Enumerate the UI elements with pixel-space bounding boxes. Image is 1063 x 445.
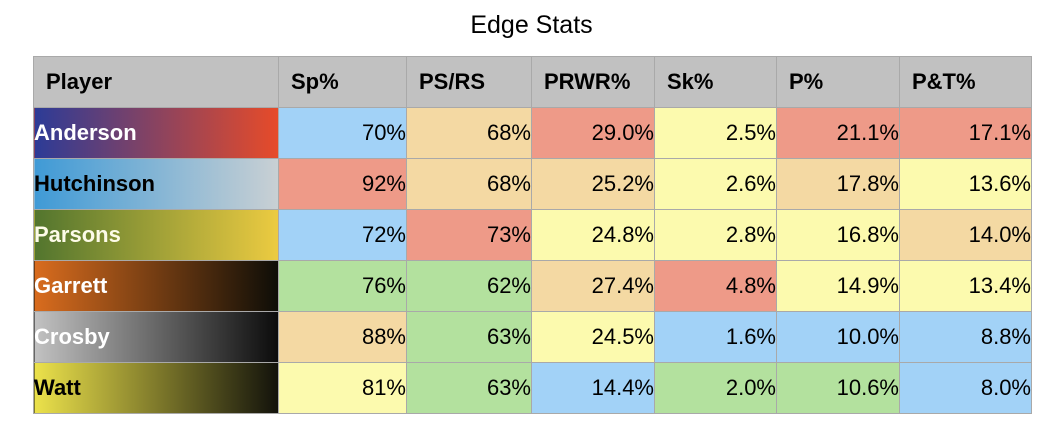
- col-header-sp: Sp%: [278, 56, 407, 108]
- stat-cell: 29.0%: [531, 107, 655, 159]
- stat-cell: 16.8%: [776, 209, 900, 261]
- stat-cell: 27.4%: [531, 260, 655, 312]
- stat-cell: 8.0%: [899, 362, 1032, 414]
- stat-cell: 2.6%: [654, 158, 777, 210]
- stat-cell: 88%: [278, 311, 407, 363]
- stat-cell: 68%: [406, 158, 532, 210]
- stat-cell: 92%: [278, 158, 407, 210]
- col-header-psrs: PS/RS: [406, 56, 532, 108]
- col-header-sk: Sk%: [654, 56, 777, 108]
- stat-cell: 10.6%: [776, 362, 900, 414]
- stat-cell: 17.8%: [776, 158, 900, 210]
- stat-cell: 21.1%: [776, 107, 900, 159]
- table-row: Watt 81% 63% 14.4% 2.0% 10.6% 8.0%: [33, 362, 1032, 414]
- table-row: Garrett 76% 62% 27.4% 4.8% 14.9% 13.4%: [33, 260, 1032, 312]
- stat-cell: 81%: [278, 362, 407, 414]
- stat-cell: 14.9%: [776, 260, 900, 312]
- stat-cell: 4.8%: [654, 260, 777, 312]
- header-row: Player Sp% PS/RS PRWR% Sk% P% P&T%: [33, 56, 1032, 108]
- table-row: Anderson 70% 68% 29.0% 2.5% 21.1% 17.1%: [33, 107, 1032, 159]
- table-row: Hutchinson 92% 68% 25.2% 2.6% 17.8% 13.6…: [33, 158, 1032, 210]
- stat-cell: 17.1%: [899, 107, 1032, 159]
- player-name-cell: Garrett: [33, 260, 279, 312]
- stat-cell: 76%: [278, 260, 407, 312]
- stat-cell: 73%: [406, 209, 532, 261]
- stat-cell: 63%: [406, 311, 532, 363]
- player-name-cell: Parsons: [33, 209, 279, 261]
- table-row: Parsons 72% 73% 24.8% 2.8% 16.8% 14.0%: [33, 209, 1032, 261]
- stat-cell: 10.0%: [776, 311, 900, 363]
- stat-cell: 2.5%: [654, 107, 777, 159]
- stat-cell: 72%: [278, 209, 407, 261]
- stat-cell: 13.6%: [899, 158, 1032, 210]
- stat-cell: 68%: [406, 107, 532, 159]
- stat-cell: 2.8%: [654, 209, 777, 261]
- player-name-cell: Hutchinson: [33, 158, 279, 210]
- stat-cell: 14.0%: [899, 209, 1032, 261]
- stat-cell: 8.8%: [899, 311, 1032, 363]
- stat-cell: 62%: [406, 260, 532, 312]
- stat-cell: 13.4%: [899, 260, 1032, 312]
- stat-cell: 24.8%: [531, 209, 655, 261]
- table-row: Crosby 88% 63% 24.5% 1.6% 10.0% 8.8%: [33, 311, 1032, 363]
- stat-cell: 14.4%: [531, 362, 655, 414]
- stat-cell: 1.6%: [654, 311, 777, 363]
- stat-cell: 70%: [278, 107, 407, 159]
- stat-cell: 63%: [406, 362, 532, 414]
- player-name-cell: Anderson: [33, 107, 279, 159]
- page-title: Edge Stats: [470, 11, 593, 39]
- stat-cell: 2.0%: [654, 362, 777, 414]
- stats-table: Player Sp% PS/RS PRWR% Sk% P% P&T% Ander…: [33, 56, 1032, 414]
- player-name-cell: Crosby: [33, 311, 279, 363]
- col-header-prwr: PRWR%: [531, 56, 655, 108]
- col-header-p: P%: [776, 56, 900, 108]
- player-name-cell: Watt: [33, 362, 279, 414]
- col-header-player: Player: [33, 56, 279, 108]
- col-header-pt: P&T%: [899, 56, 1032, 108]
- stat-cell: 25.2%: [531, 158, 655, 210]
- stat-cell: 24.5%: [531, 311, 655, 363]
